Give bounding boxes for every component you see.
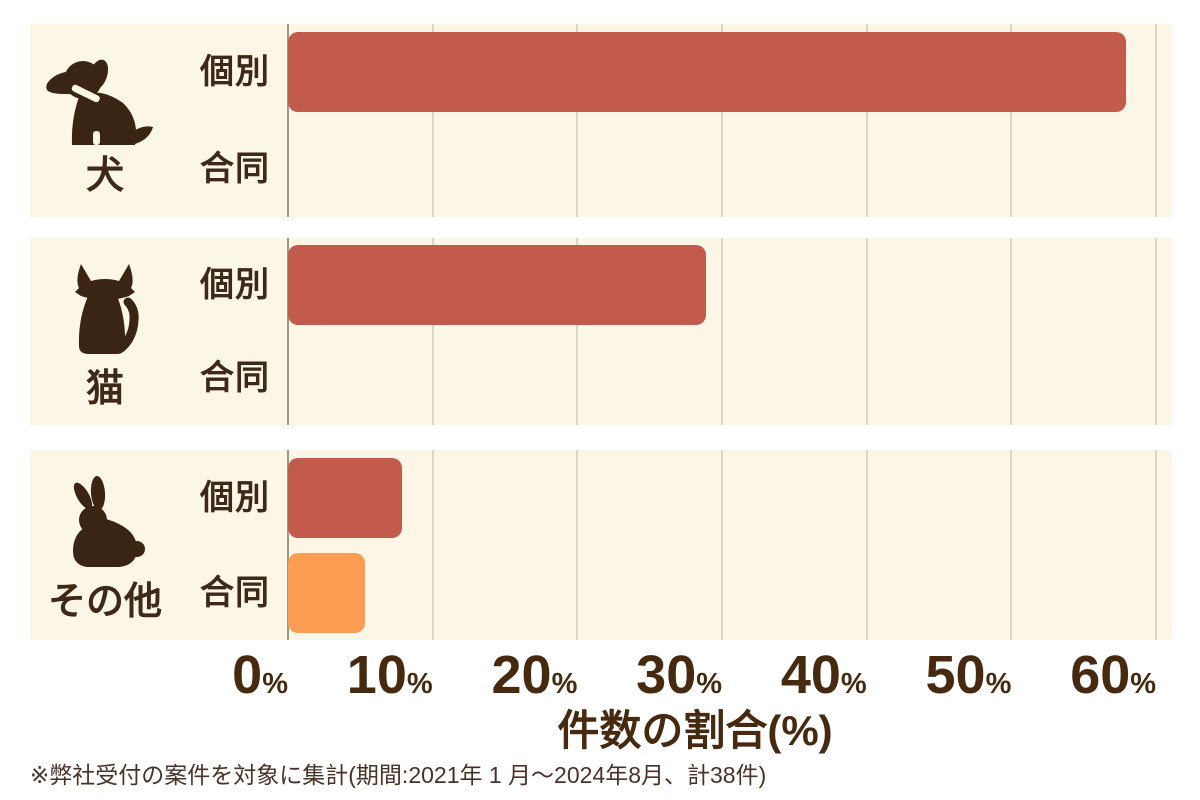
bar-track [288, 121, 1172, 218]
gridline [721, 24, 724, 217]
cat-icon [65, 262, 145, 360]
bar-row-cat-joint: 合同 [30, 332, 1172, 426]
gridline [1010, 450, 1013, 640]
category-label-other: その他 [47, 581, 162, 623]
gridline [1155, 450, 1158, 640]
x-tick-label: 30% [636, 645, 723, 705]
bar-row-dog-individual: 個別 [30, 24, 1172, 121]
row-label-joint: 合同 [200, 359, 270, 398]
dog-rows: 個別 合同 [30, 24, 1172, 217]
panel-cat: 猫 個別 合同 [30, 238, 1172, 425]
x-axis-title: 件数の割合(%) [557, 707, 833, 754]
gridline [1155, 238, 1158, 425]
gridline [1010, 238, 1013, 425]
x-tick-label: 50% [925, 645, 1012, 705]
gridline [431, 450, 434, 640]
grid-overlay [287, 450, 1172, 640]
row-label-individual: 個別 [200, 53, 270, 92]
category-label-dog: 犬 [85, 154, 124, 197]
category-other: その他 [30, 450, 180, 640]
footnote: ※弊社受付の案件を対象に集計(期間:2021年 1 月～2024年8月、計38件… [30, 762, 767, 788]
axis-zero-line [287, 24, 289, 217]
bar-row-other-individual: 個別 [30, 450, 1172, 545]
x-tick-label: 20% [491, 645, 578, 705]
grid-overlay [287, 24, 1172, 217]
gridline [1155, 24, 1158, 217]
row-label-individual: 個別 [200, 478, 270, 517]
bar [288, 244, 707, 325]
other-rows: 個別 合同 [30, 450, 1172, 640]
category-cat: 猫 [30, 238, 180, 425]
gridline [865, 24, 868, 217]
row-label-individual: 個別 [200, 265, 270, 304]
bar-track [288, 545, 1172, 640]
gridline [431, 24, 434, 217]
axis-zero-line [287, 450, 289, 640]
bar [288, 32, 1126, 113]
x-tick-label: 40% [780, 645, 867, 705]
bar-track [288, 238, 1172, 332]
bar-row-dog-joint: 合同 [30, 121, 1172, 218]
grid-overlay [287, 238, 1172, 425]
dog-icon [43, 53, 167, 147]
bar-row-cat-individual: 個別 [30, 238, 1172, 332]
rabbit-icon [65, 475, 145, 573]
axis-zero-line [287, 238, 289, 425]
cat-rows: 個別 合同 [30, 238, 1172, 425]
gridline [865, 238, 868, 425]
panel-other: その他 個別 合同 [30, 450, 1172, 640]
row-label-joint: 合同 [200, 149, 270, 188]
x-tick-label: 60% [1070, 645, 1157, 705]
x-tick-label: 10% [346, 645, 433, 705]
bar [288, 457, 403, 538]
gridline [865, 450, 868, 640]
bar-track [288, 450, 1172, 545]
bar [288, 552, 365, 633]
gridline [431, 238, 434, 425]
gridline [1010, 24, 1013, 217]
gridline [576, 238, 579, 425]
x-axis-ticks: 0% 10% 20% 30% 40% 50% 60% [232, 646, 1172, 704]
bar-track [288, 332, 1172, 426]
row-label-joint: 合同 [200, 573, 270, 612]
x-tick-label: 0% [232, 645, 288, 705]
gridline [721, 450, 724, 640]
bar-track [288, 24, 1172, 121]
gridline [576, 24, 579, 217]
gridline [576, 450, 579, 640]
category-label-cat: 猫 [85, 367, 124, 410]
category-dog: 犬 [30, 24, 180, 217]
panel-dog: 犬 個別 合同 [30, 24, 1172, 217]
gridline [721, 238, 724, 425]
bar-row-other-joint: 合同 [30, 545, 1172, 640]
